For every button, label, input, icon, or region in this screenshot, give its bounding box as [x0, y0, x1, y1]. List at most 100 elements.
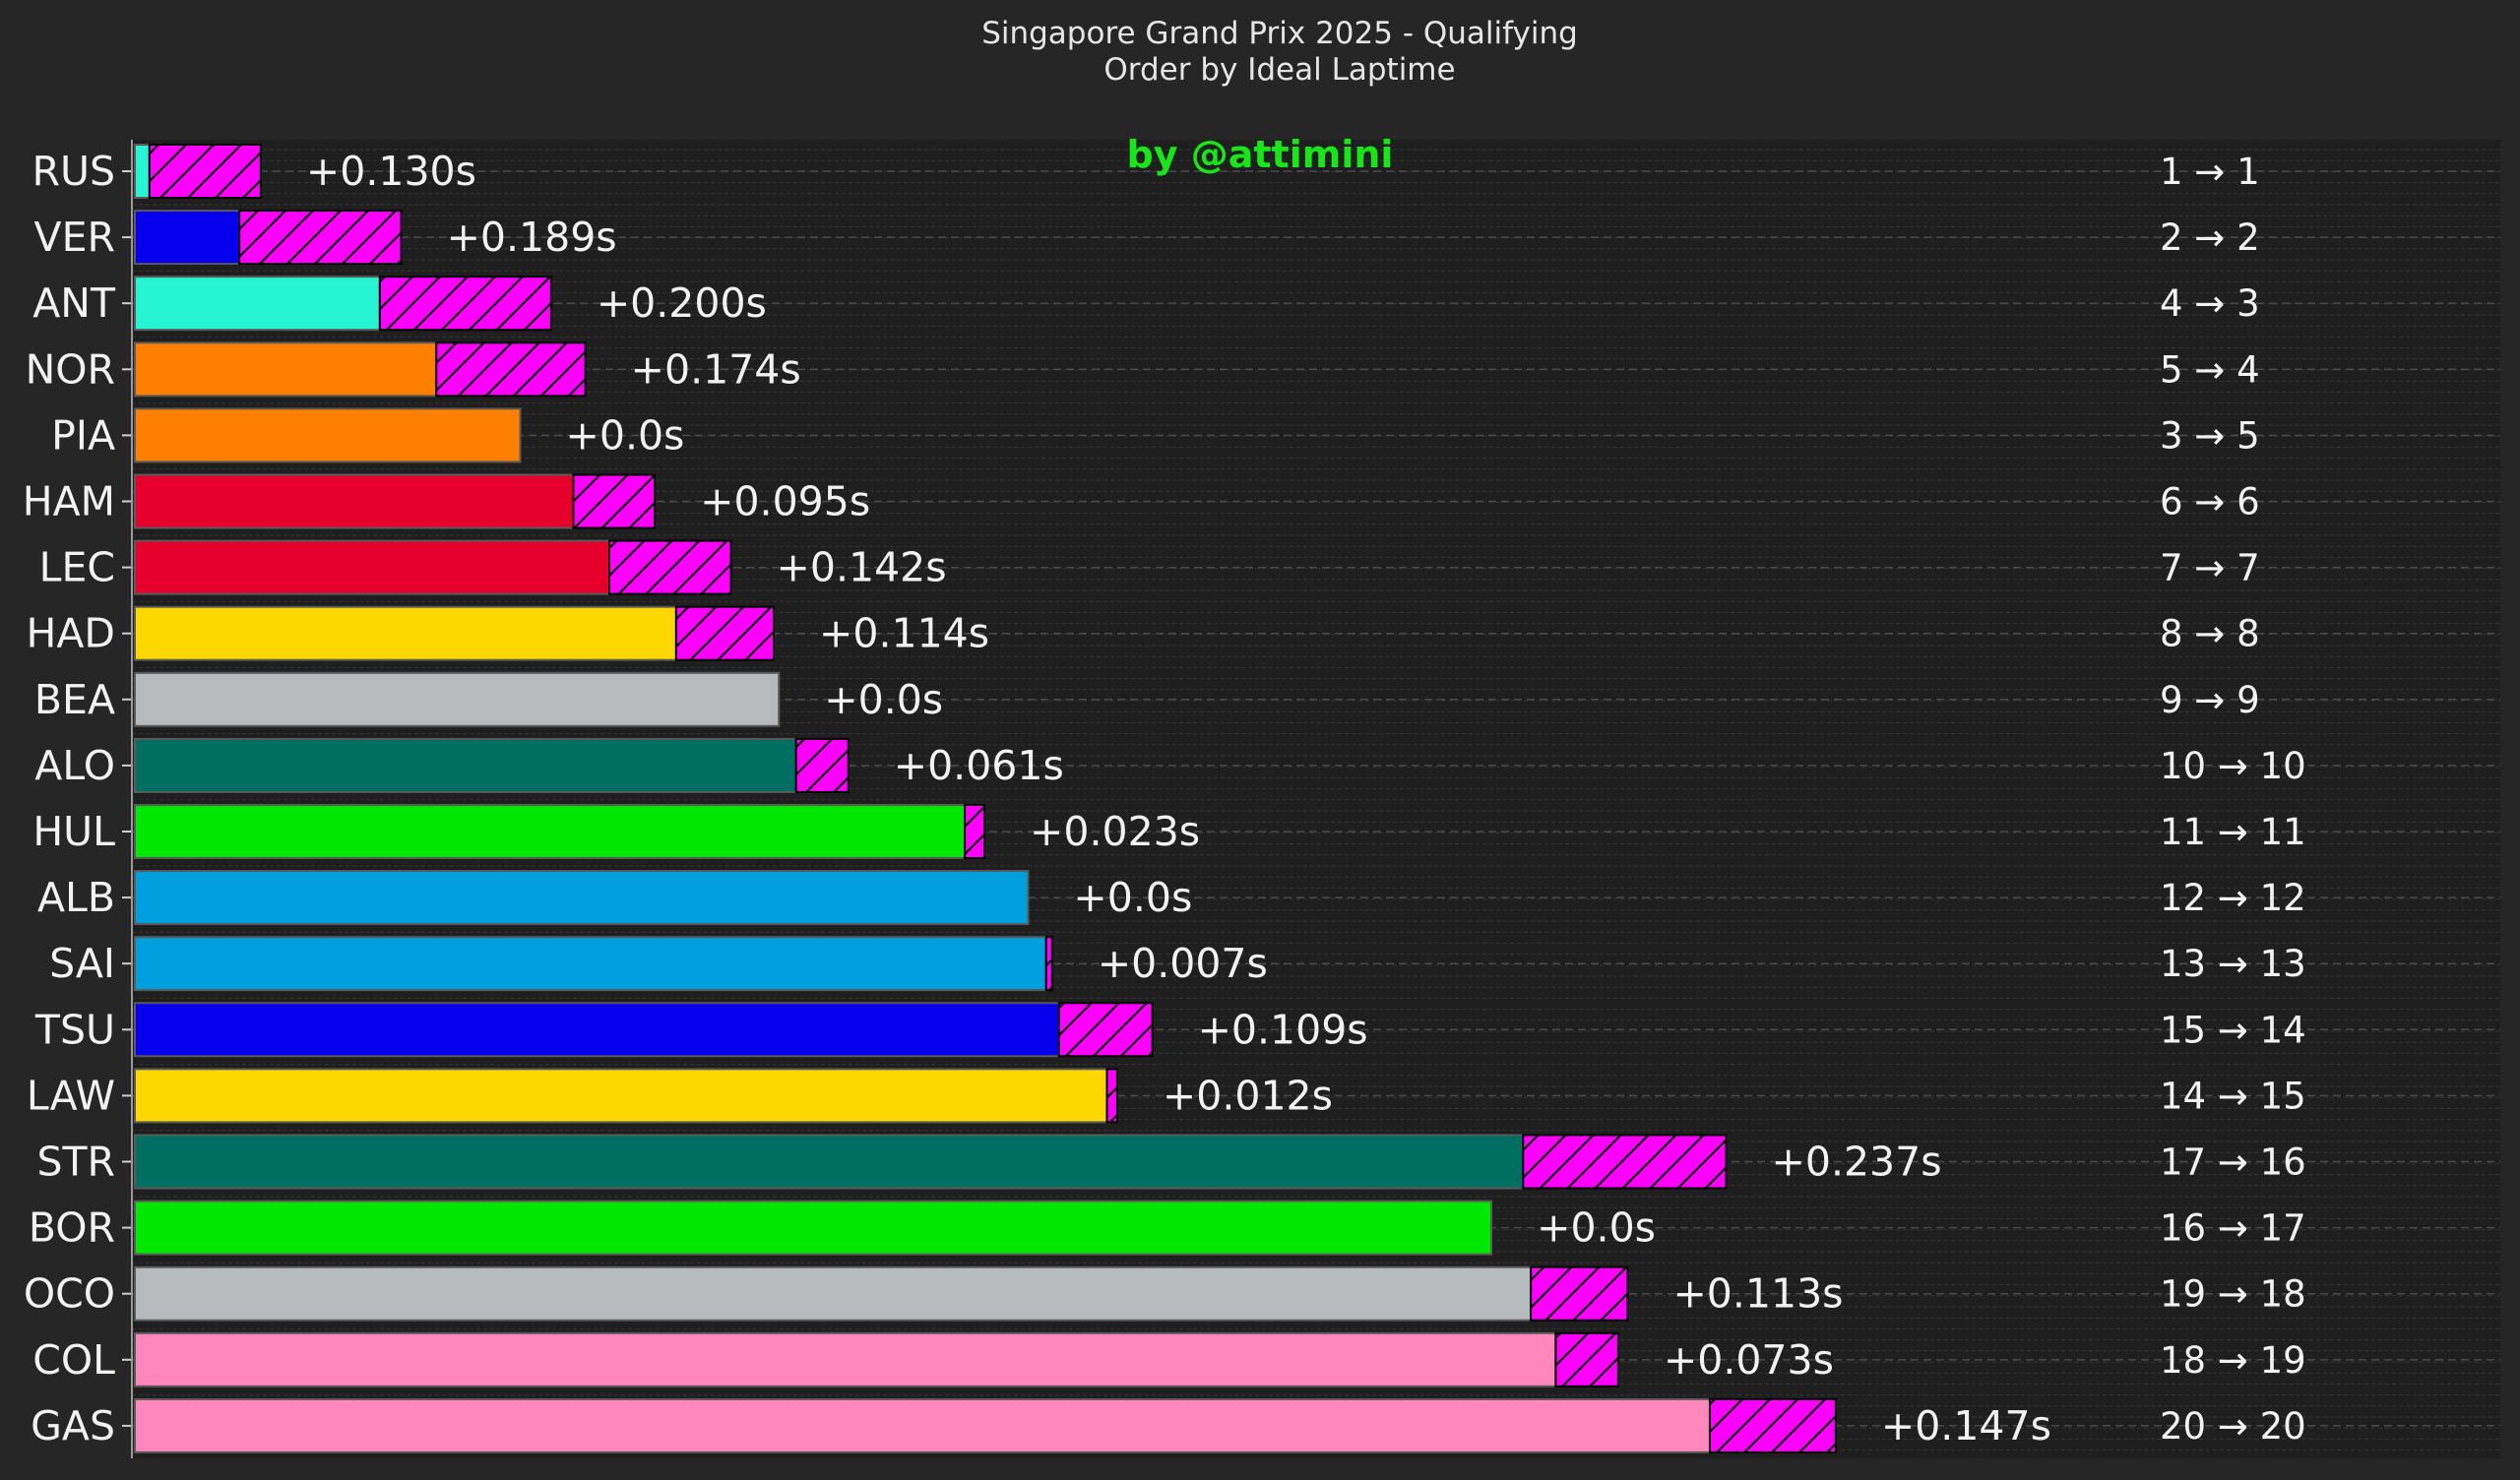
tick-label-col: COL [32, 1336, 115, 1384]
delta-label-bea: +0.0s [824, 676, 943, 723]
gain-bar-sai [1044, 936, 1053, 992]
tick-label-alb: ALB [37, 874, 115, 921]
position-label-pia: 3 → 5 [2160, 414, 2260, 457]
bar-col [134, 1331, 1557, 1388]
gain-bar-lec [607, 539, 732, 595]
gain-bar-nor [435, 341, 587, 398]
bar-hul [134, 804, 967, 859]
chart-subtitle: Order by Ideal Laptime [1103, 52, 1455, 88]
position-label-ver: 2 → 2 [2160, 216, 2260, 259]
delta-label-col: +0.073s [1664, 1336, 1834, 1384]
bar-ver [134, 210, 241, 266]
tick-label-gas: GAS [31, 1402, 115, 1449]
delta-label-ver: +0.189s [447, 214, 617, 261]
tick-label-sai: SAI [49, 940, 115, 987]
position-label-ant: 4 → 3 [2160, 282, 2260, 325]
delta-label-alo: +0.061s [894, 742, 1064, 789]
watermark: by @attimini [1127, 133, 1394, 176]
chart-title: Singapore Grand Prix 2025 - Qualifying [981, 16, 1578, 51]
bar-ant [134, 276, 381, 332]
position-label-had: 8 → 8 [2160, 613, 2260, 655]
position-label-lec: 7 → 7 [2160, 547, 2260, 589]
gain-bar-law [1105, 1068, 1118, 1124]
position-label-rus: 1 → 1 [2160, 151, 2260, 193]
delta-label-hul: +0.023s [1030, 808, 1200, 855]
delta-label-str: +0.237s [1772, 1139, 1942, 1186]
position-label-sai: 13 → 13 [2160, 943, 2306, 985]
delta-label-nor: +0.174s [631, 345, 801, 393]
position-label-oco: 19 → 18 [2160, 1273, 2306, 1316]
tick-label-ham: HAM [23, 478, 115, 525]
position-label-nor: 5 → 4 [2160, 348, 2260, 391]
delta-label-bor: +0.0s [1537, 1204, 1656, 1252]
bar-sai [134, 936, 1047, 992]
bar-law [134, 1068, 1108, 1124]
tick-label-pia: PIA [51, 411, 115, 459]
labels: RUS +0.130s 1 → 1 VER +0.189s 2 → 2 ANT +0.200s… [23, 148, 2306, 1449]
bar-bea [134, 671, 781, 727]
bar-oco [134, 1265, 1533, 1322]
delta-label-law: +0.012s [1163, 1072, 1333, 1119]
bar-alo [134, 737, 797, 793]
gain-bar-ham [572, 473, 657, 529]
gain-bar-ver [238, 210, 403, 266]
bar-lec [134, 539, 610, 595]
delta-label-ant: +0.200s [597, 279, 767, 327]
delta-label-gas: +0.147s [1881, 1402, 2051, 1449]
delta-label-sai: +0.007s [1098, 940, 1268, 987]
bars [134, 144, 1837, 1453]
plot-area [132, 140, 2500, 1458]
gain-bar-col [1554, 1331, 1619, 1388]
delta-label-alb: +0.0s [1073, 874, 1192, 921]
tick-label-str: STR [36, 1139, 115, 1186]
tick-label-alo: ALO [34, 742, 115, 789]
bar-alb [134, 870, 1030, 926]
position-label-law: 14 → 15 [2160, 1075, 2306, 1117]
bar-bor [134, 1200, 1493, 1256]
delta-label-rus: +0.130s [306, 148, 476, 195]
position-label-bor: 16 → 17 [2160, 1207, 2306, 1250]
gain-bar-ant [378, 276, 552, 332]
position-label-tsu: 15 → 14 [2160, 1009, 2306, 1051]
gain-bar-rus [148, 144, 262, 199]
delta-label-lec: +0.142s [777, 544, 947, 591]
gain-bar-oco [1530, 1265, 1629, 1322]
bar-gas [134, 1397, 1711, 1453]
delta-label-tsu: +0.109s [1198, 1006, 1368, 1053]
gain-bar-alo [794, 737, 850, 793]
gain-bar-gas [1708, 1397, 1837, 1453]
position-label-col: 18 → 19 [2160, 1339, 2306, 1382]
tick-label-ant: ANT [32, 279, 116, 327]
bar-str [134, 1134, 1525, 1190]
position-label-gas: 20 → 20 [2160, 1405, 2306, 1448]
tick-label-bor: BOR [29, 1204, 115, 1252]
tick-label-had: HAD [27, 610, 115, 657]
tick-label-ver: VER [34, 214, 115, 261]
gain-bar-hul [964, 804, 986, 859]
gain-bar-tsu [1057, 1002, 1154, 1058]
delta-label-oco: +0.113s [1672, 1270, 1843, 1318]
bar-ham [134, 473, 575, 529]
bar-pia [134, 407, 522, 463]
bar-rus [134, 144, 151, 199]
bar-had [134, 605, 677, 661]
position-label-alb: 12 → 12 [2160, 877, 2306, 919]
tick-label-nor: NOR [26, 345, 115, 393]
bar-tsu [134, 1002, 1060, 1058]
gain-bar-had [674, 605, 776, 661]
position-label-hul: 11 → 11 [2160, 811, 2306, 853]
tick-label-bea: BEA [34, 676, 115, 723]
position-label-ham: 6 → 6 [2160, 481, 2260, 524]
tick-label-hul: HUL [32, 808, 115, 855]
position-label-bea: 9 → 9 [2160, 679, 2260, 721]
gain-bar-str [1522, 1134, 1728, 1190]
bar-nor [134, 341, 438, 398]
delta-label-pia: +0.0s [566, 411, 685, 459]
delta-label-ham: +0.095s [700, 478, 870, 525]
tick-label-law: LAW [27, 1072, 115, 1119]
tick-label-oco: OCO [24, 1270, 115, 1318]
tick-label-lec: LEC [39, 544, 115, 591]
tick-label-tsu: TSU [34, 1006, 115, 1053]
